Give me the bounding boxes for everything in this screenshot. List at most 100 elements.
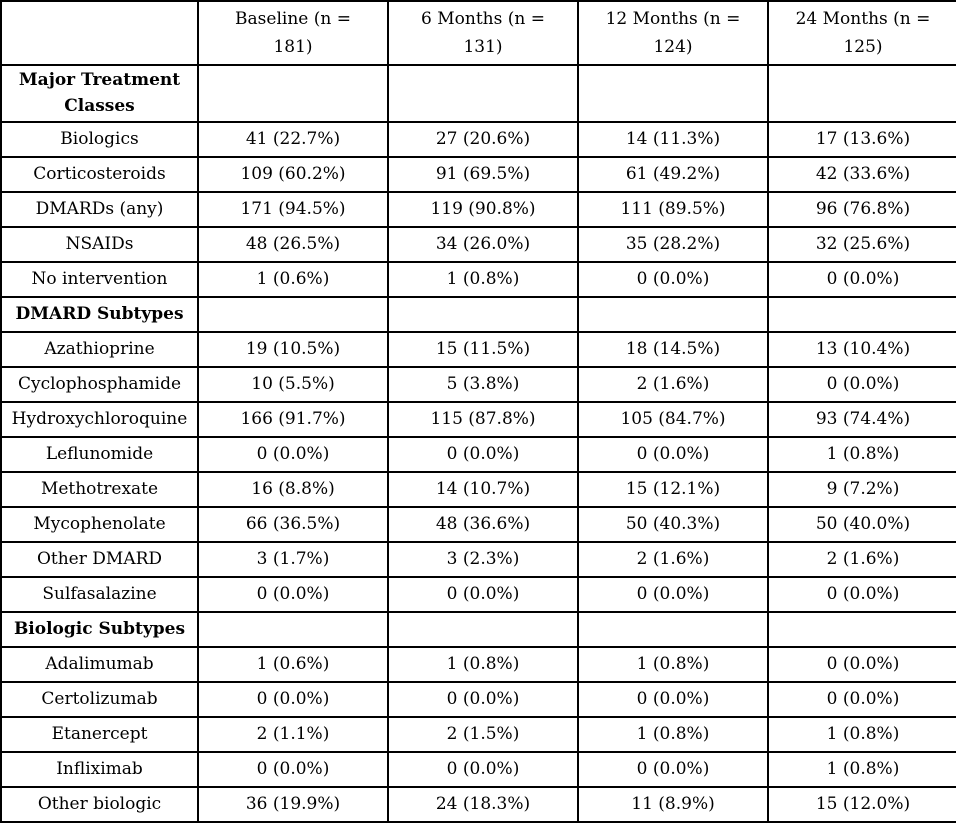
table-row: Corticosteroids 109 (60.2%) 91 (69.5%) 61 (…	[0, 155, 956, 193]
empty-cell	[767, 295, 956, 333]
value-cell: 0 (0.0%)	[387, 575, 579, 613]
row-label: Azathioprine	[0, 330, 199, 368]
table-row: Adalimumab 1 (0.6%) 1 (0.8%) 1 (0.8%) 0 (0.0…	[0, 645, 956, 683]
table-row: Leflunomide 0 (0.0%) 0 (0.0%) 0 (0.0%) 1 (0.…	[0, 435, 956, 473]
value-cell: 48 (26.5%)	[197, 225, 389, 263]
table-row: Cyclophosphamide 10 (5.5%) 5 (3.8%) 2 (1.6%…	[0, 365, 956, 403]
value-cell: 0 (0.0%)	[767, 260, 956, 298]
table-row: Sulfasalazine 0 (0.0%) 0 (0.0%) 0 (0.0%) 0 (…	[0, 575, 956, 613]
empty-cell	[577, 64, 769, 123]
table-row: DMARDs (any) 171 (94.5%) 119 (90.8%) 111 (8…	[0, 190, 956, 228]
value-cell: 27 (20.6%)	[387, 120, 579, 158]
value-cell: 1 (0.8%)	[767, 750, 956, 788]
row-label: Etanercept	[0, 715, 199, 753]
value-cell: 1 (0.8%)	[387, 260, 579, 298]
table-row: Methotrexate 16 (8.8%) 14 (10.7%) 15 (12.1%…	[0, 470, 956, 508]
table-row: No intervention 1 (0.6%) 1 (0.8%) 0 (0.0%) 0…	[0, 260, 956, 298]
value-cell: 13 (10.4%)	[767, 330, 956, 368]
empty-cell	[577, 295, 769, 333]
value-cell: 50 (40.0%)	[767, 505, 956, 543]
value-cell: 0 (0.0%)	[577, 435, 769, 473]
table-row: Certolizumab 0 (0.0%) 0 (0.0%) 0 (0.0%) 0 (0…	[0, 680, 956, 718]
value-cell: 41 (22.7%)	[197, 120, 389, 158]
empty-cell	[767, 64, 956, 123]
value-cell: 93 (74.4%)	[767, 400, 956, 438]
value-cell: 105 (84.7%)	[577, 400, 769, 438]
row-label: Methotrexate	[0, 470, 199, 508]
row-label: Infliximab	[0, 750, 199, 788]
value-cell: 10 (5.5%)	[197, 365, 389, 403]
value-cell: 36 (19.9%)	[197, 785, 389, 823]
row-label: Other DMARD	[0, 540, 199, 578]
row-label: Cyclophosphamide	[0, 365, 199, 403]
value-cell: 2 (1.5%)	[387, 715, 579, 753]
row-label: Leflunomide	[0, 435, 199, 473]
section-title: DMARD Subtypes	[0, 295, 199, 333]
value-cell: 24 (18.3%)	[387, 785, 579, 823]
value-cell: 109 (60.2%)	[197, 155, 389, 193]
value-cell: 0 (0.0%)	[197, 435, 389, 473]
table-row: Etanercept 2 (1.1%) 2 (1.5%) 1 (0.8%) 1 (0.8…	[0, 715, 956, 753]
table-row: Other DMARD 3 (1.7%) 3 (2.3%) 2 (1.6%) 2 (1.…	[0, 540, 956, 578]
value-cell: 1 (0.8%)	[387, 645, 579, 683]
value-cell: 119 (90.8%)	[387, 190, 579, 228]
value-cell: 18 (14.5%)	[577, 330, 769, 368]
row-label: Adalimumab	[0, 645, 199, 683]
table-row: NSAIDs 48 (26.5%) 34 (26.0%) 35 (28.2%) 32 (…	[0, 225, 956, 263]
table-row: Hydroxychloroquine 166 (91.7%) 115 (87.8%)…	[0, 400, 956, 438]
header-cell-baseline: Baseline (n = 181)	[197, 0, 389, 66]
value-cell: 14 (10.7%)	[387, 470, 579, 508]
empty-cell	[387, 610, 579, 648]
value-cell: 91 (69.5%)	[387, 155, 579, 193]
value-cell: 111 (89.5%)	[577, 190, 769, 228]
row-label: Biologics	[0, 120, 199, 158]
value-cell: 0 (0.0%)	[387, 750, 579, 788]
value-cell: 0 (0.0%)	[387, 680, 579, 718]
empty-cell	[197, 295, 389, 333]
value-cell: 166 (91.7%)	[197, 400, 389, 438]
header-cell-12-months: 12 Months (n = 124)	[577, 0, 769, 66]
value-cell: 0 (0.0%)	[767, 680, 956, 718]
row-label: Corticosteroids	[0, 155, 199, 193]
row-label: Other biologic	[0, 785, 199, 823]
value-cell: 15 (12.0%)	[767, 785, 956, 823]
value-cell: 115 (87.8%)	[387, 400, 579, 438]
value-cell: 15 (11.5%)	[387, 330, 579, 368]
row-label: Mycophenolate	[0, 505, 199, 543]
value-cell: 3 (2.3%)	[387, 540, 579, 578]
value-cell: 96 (76.8%)	[767, 190, 956, 228]
row-label: DMARDs (any)	[0, 190, 199, 228]
value-cell: 34 (26.0%)	[387, 225, 579, 263]
value-cell: 0 (0.0%)	[577, 575, 769, 613]
section-title: Biologic Subtypes	[0, 610, 199, 648]
value-cell: 48 (36.6%)	[387, 505, 579, 543]
empty-cell	[197, 610, 389, 648]
table-row: Biologics 41 (22.7%) 27 (20.6%) 14 (11.3%) 1…	[0, 120, 956, 158]
row-label: NSAIDs	[0, 225, 199, 263]
value-cell: 2 (1.6%)	[577, 540, 769, 578]
row-label: No intervention	[0, 260, 199, 298]
value-cell: 14 (11.3%)	[577, 120, 769, 158]
value-cell: 32 (25.6%)	[767, 225, 956, 263]
empty-cell	[577, 610, 769, 648]
value-cell: 61 (49.2%)	[577, 155, 769, 193]
value-cell: 50 (40.3%)	[577, 505, 769, 543]
value-cell: 1 (0.8%)	[767, 435, 956, 473]
value-cell: 15 (12.1%)	[577, 470, 769, 508]
value-cell: 171 (94.5%)	[197, 190, 389, 228]
header-cell-6-months: 6 Months (n = 131)	[387, 0, 579, 66]
value-cell: 19 (10.5%)	[197, 330, 389, 368]
value-cell: 0 (0.0%)	[197, 680, 389, 718]
table-row: Other biologic 36 (19.9%) 24 (18.3%) 11 (8.…	[0, 785, 956, 823]
value-cell: 9 (7.2%)	[767, 470, 956, 508]
value-cell: 35 (28.2%)	[577, 225, 769, 263]
section-header-row: Biologic Subtypes	[0, 610, 956, 648]
value-cell: 1 (0.8%)	[577, 715, 769, 753]
section-header-row: Major Treatment Classes	[0, 64, 956, 123]
empty-cell	[197, 64, 389, 123]
value-cell: 66 (36.5%)	[197, 505, 389, 543]
value-cell: 0 (0.0%)	[577, 750, 769, 788]
table-body: Major Treatment Classes Biologics 41 (22.7…	[0, 64, 956, 823]
value-cell: 0 (0.0%)	[577, 680, 769, 718]
value-cell: 1 (0.6%)	[197, 645, 389, 683]
